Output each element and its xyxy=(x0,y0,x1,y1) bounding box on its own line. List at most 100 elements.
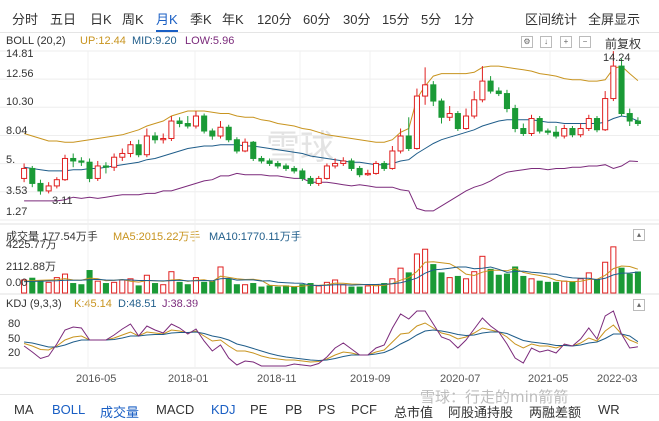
candle-body xyxy=(152,135,159,141)
indicator-tab-8[interactable]: PCF xyxy=(351,402,377,417)
volume-bar xyxy=(463,278,470,294)
candle-body xyxy=(487,80,494,92)
zoom-in-icon[interactable]: + xyxy=(560,36,572,48)
price-tick-label: 5. xyxy=(6,154,16,166)
volume-bar xyxy=(561,280,568,294)
brand-watermark: 雪球：行走的min箭箭 xyxy=(420,388,569,406)
kdj-tick-label: 50 xyxy=(8,333,21,345)
period-tab-5[interactable]: 季K xyxy=(190,12,212,27)
indicator-tab-4[interactable]: KDJ xyxy=(211,402,236,417)
candle-body xyxy=(626,113,633,122)
volume-bar xyxy=(119,279,126,294)
volume-bar xyxy=(528,278,535,294)
period-tab-7[interactable]: 120分 xyxy=(257,12,292,27)
fullscreen-button[interactable]: 全屏显示 xyxy=(588,12,641,27)
candle-body xyxy=(479,80,486,101)
period-tab-3[interactable]: 周K xyxy=(122,12,144,27)
candle-body xyxy=(45,185,52,192)
candle-body xyxy=(463,115,470,130)
candle-body xyxy=(454,113,461,130)
indicator-tab-3[interactable]: MACD xyxy=(156,402,195,417)
candle-body xyxy=(53,179,60,187)
volume-ma10: MA10:1770.11万手 xyxy=(209,231,302,243)
volume-bar xyxy=(471,271,478,294)
volume-collapse-icon[interactable]: ▴ xyxy=(633,229,645,241)
range-stats-button[interactable]: 区间统计 xyxy=(525,12,578,27)
period-tab-8[interactable]: 60分 xyxy=(303,12,331,27)
period-tab-10[interactable]: 15分 xyxy=(382,12,410,27)
adjust-mode-dropdown[interactable]: 前复权 xyxy=(605,37,642,51)
kdj-j-line xyxy=(23,310,638,367)
volume-bar xyxy=(94,280,101,294)
price-tick-label: 1.27 xyxy=(6,206,28,218)
volume-bar xyxy=(127,278,134,294)
boll-header: BOLL (20,2) UP:12.44 MID:9.20 LOW:5.96 ⚙… xyxy=(0,33,659,51)
candle-body xyxy=(397,135,404,152)
candle-body xyxy=(536,118,543,132)
candle-body xyxy=(258,157,265,162)
period-tab-0[interactable]: 分时 xyxy=(12,12,39,27)
indicator-tab-7[interactable]: PS xyxy=(318,402,336,417)
period-tab-12[interactable]: 1分 xyxy=(454,12,475,27)
candle-body xyxy=(217,126,224,137)
candle-body xyxy=(569,128,576,136)
volume-bar xyxy=(70,283,77,294)
boll-down-icon[interactable]: ↓ xyxy=(540,36,552,48)
indicator-tab-1[interactable]: BOLL xyxy=(52,402,86,417)
candle-body xyxy=(291,167,298,172)
period-tab-2[interactable]: 日K xyxy=(90,12,112,27)
volume-bar xyxy=(340,284,347,294)
volume-bar xyxy=(512,266,519,294)
indicator-tab-9[interactable]: 总市值 xyxy=(394,405,434,420)
x-axis-label: 2021-05 xyxy=(528,373,569,385)
volume-bar xyxy=(323,281,330,294)
volume-bar xyxy=(274,286,281,294)
volume-tick-label: 4225.77万 xyxy=(6,239,57,251)
period-tab-4[interactable]: 月K xyxy=(156,9,178,32)
boll-up-value: UP:12.44 xyxy=(80,35,126,47)
candle-body xyxy=(143,135,150,156)
volume-bar xyxy=(544,281,551,294)
volume-bar xyxy=(446,277,453,294)
kdj-collapse-icon[interactable]: ▴ xyxy=(633,299,645,311)
volume-bar xyxy=(593,279,601,294)
period-tab-9[interactable]: 30分 xyxy=(343,12,371,27)
volume-bar xyxy=(152,283,159,294)
volume-ma5: MA5:2015.22万手 xyxy=(113,231,201,243)
period-toolbar: 分时 五日 日K 周K 月K 季K 年K 120分 60分 30分 15分 5分 1分 区间统计 全屏显… xyxy=(0,0,659,33)
period-tab-11[interactable]: 5分 xyxy=(421,12,442,27)
indicator-tab-11[interactable]: 两融差额 xyxy=(529,405,582,420)
volume-bar xyxy=(21,279,28,294)
volume-bar xyxy=(299,284,306,294)
candle-body xyxy=(495,90,502,95)
indicator-tab-2[interactable]: 成交量 xyxy=(100,405,140,420)
volume-bar xyxy=(634,271,641,294)
indicator-tab-0[interactable]: MA xyxy=(14,402,34,417)
volume-bar xyxy=(348,286,355,294)
candle-body xyxy=(348,160,355,169)
candle-body xyxy=(78,160,85,163)
candle-body xyxy=(94,165,101,179)
indicator-tab-10[interactable]: 阿股通持股 xyxy=(448,405,514,420)
x-axis-label: 2019-09 xyxy=(350,373,391,385)
candle-body xyxy=(422,84,429,97)
volume-bar xyxy=(381,283,388,294)
zoom-out-icon[interactable]: − xyxy=(579,36,591,48)
indicator-tab-5[interactable]: PE xyxy=(250,402,268,417)
candle-body xyxy=(561,128,568,137)
volume-bar xyxy=(143,274,150,294)
volume-bar xyxy=(479,255,486,294)
volume-bar xyxy=(438,272,445,294)
candle-body xyxy=(135,144,142,156)
volume-bar xyxy=(184,284,191,294)
period-tab-1[interactable]: 五日 xyxy=(50,12,77,27)
indicator-tab-6[interactable]: PB xyxy=(285,402,303,417)
volume-bar xyxy=(626,273,633,294)
kdj-j: J:38.39 xyxy=(162,298,199,310)
period-tab-6[interactable]: 年K xyxy=(222,12,244,27)
boll-settings-icon[interactable]: ⚙ xyxy=(521,36,533,48)
volume-bar xyxy=(217,266,224,294)
indicator-tab-12[interactable]: WR xyxy=(598,402,620,417)
candle-body xyxy=(225,126,232,141)
